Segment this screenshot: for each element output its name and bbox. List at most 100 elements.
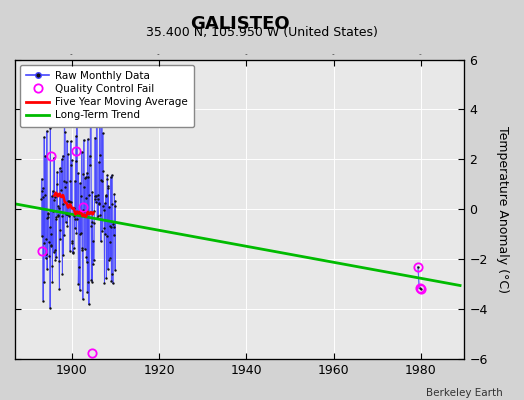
Point [86,121,95,127]
Point [84,301,93,308]
Point [54,205,63,212]
Point [39,194,48,200]
Point [61,129,69,136]
Point [94,196,103,202]
Point [95,109,104,116]
Point [62,178,70,185]
Point [109,221,117,227]
Point [51,216,60,222]
Text: Berkeley Earth: Berkeley Earth [427,388,503,398]
Point [46,224,54,231]
Point [91,193,99,200]
Point [68,157,76,164]
Point [46,125,54,131]
Legend: Raw Monthly Data, Quality Control Fail, Five Year Moving Average, Long-Term Tren: Raw Monthly Data, Quality Control Fail, … [20,65,193,127]
Point [57,168,66,174]
Point [44,214,52,220]
Point [107,172,116,178]
Point [104,183,113,189]
Text: 35.400 N, 105.950 W (United States): 35.400 N, 105.950 W (United States) [146,26,378,39]
Point [65,198,73,204]
Point [111,266,119,273]
Point [60,72,69,78]
Point [43,210,52,216]
Point [110,232,118,239]
Point [42,128,51,134]
Point [43,266,51,272]
Point [76,180,84,187]
Point [47,231,55,237]
Point [59,201,68,208]
Point [111,198,119,204]
Point [44,211,52,218]
Point [93,121,101,128]
Point [78,148,86,155]
Point [50,154,58,161]
Point [101,200,109,206]
Point [413,264,422,270]
Point [101,231,110,237]
Point [80,208,88,214]
Point [89,238,97,244]
Point [92,199,100,205]
Point [49,208,57,215]
Point [92,192,100,199]
Point [56,236,64,242]
Point [43,215,51,221]
Point [64,197,72,204]
Point [94,200,103,206]
Point [57,156,66,162]
Point [82,195,90,201]
Point [38,187,47,194]
Point [60,178,68,184]
Point [108,280,117,287]
Point [100,225,108,231]
Point [106,174,115,180]
Point [83,169,91,176]
Point [64,212,73,219]
Point [41,192,49,198]
Point [38,233,46,239]
Y-axis label: Temperature Anomaly (°C): Temperature Anomaly (°C) [496,126,509,293]
Point [50,194,59,200]
Point [54,213,62,220]
Point [90,207,99,214]
Point [52,214,61,220]
Point [70,212,79,219]
Point [52,254,60,260]
Point [102,232,111,239]
Point [47,242,55,248]
Point [79,296,87,302]
Point [72,133,80,139]
Point [66,178,74,185]
Point [50,197,59,204]
Point [104,265,112,272]
Point [81,174,90,180]
Point [107,278,116,284]
Point [79,207,87,213]
Point [47,243,56,249]
Point [96,212,105,218]
Point [58,271,67,278]
Point [66,198,74,205]
Point [66,248,74,254]
Point [45,238,53,245]
Point [78,247,86,253]
Point [96,152,104,158]
Point [102,275,111,282]
Point [97,177,105,184]
Point [62,211,70,218]
Point [48,279,57,285]
Point [103,176,111,182]
Point [37,176,46,182]
Point [99,168,107,174]
Point [67,138,75,144]
Point [63,222,72,229]
Point [71,177,79,184]
Point [75,287,84,293]
Point [41,255,50,261]
Point [39,297,47,304]
Point [55,286,63,292]
Point [105,203,113,210]
Point [86,162,94,168]
